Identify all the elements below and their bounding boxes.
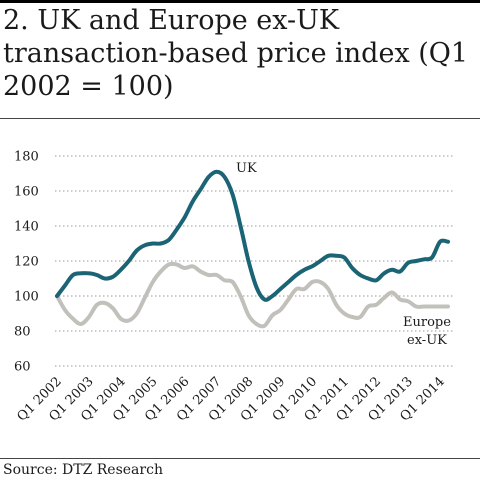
chart-title: 2. UK and Europe ex-UK transaction-based… bbox=[3, 5, 469, 102]
y-tick-label: 120 bbox=[14, 255, 39, 270]
gridlines bbox=[55, 155, 455, 367]
y-tick-label: 180 bbox=[14, 150, 39, 165]
bottom-divider bbox=[0, 458, 480, 459]
europe-ex-uk-series-label: Europe bbox=[403, 315, 451, 330]
title-divider bbox=[0, 118, 480, 119]
y-tick-label: 140 bbox=[14, 220, 39, 235]
y-tick-label: 60 bbox=[14, 360, 31, 375]
y-tick-label: 80 bbox=[14, 325, 31, 340]
y-axis-ticks: 60 80 100 120 140 160 180 bbox=[14, 150, 39, 375]
y-tick-label: 160 bbox=[14, 185, 39, 200]
series-labels: UK Europe ex-UK bbox=[236, 161, 451, 348]
europe-ex-uk-series-label: ex-UK bbox=[407, 333, 447, 348]
y-tick-label: 100 bbox=[14, 290, 39, 305]
uk-series-label: UK bbox=[236, 161, 257, 176]
europe-ex-uk-series-line bbox=[55, 261, 450, 329]
series-lines bbox=[55, 169, 450, 329]
top-rule bbox=[0, 0, 480, 3]
uk-series-line bbox=[55, 169, 450, 302]
source-note: Source: DTZ Research bbox=[3, 462, 163, 478]
